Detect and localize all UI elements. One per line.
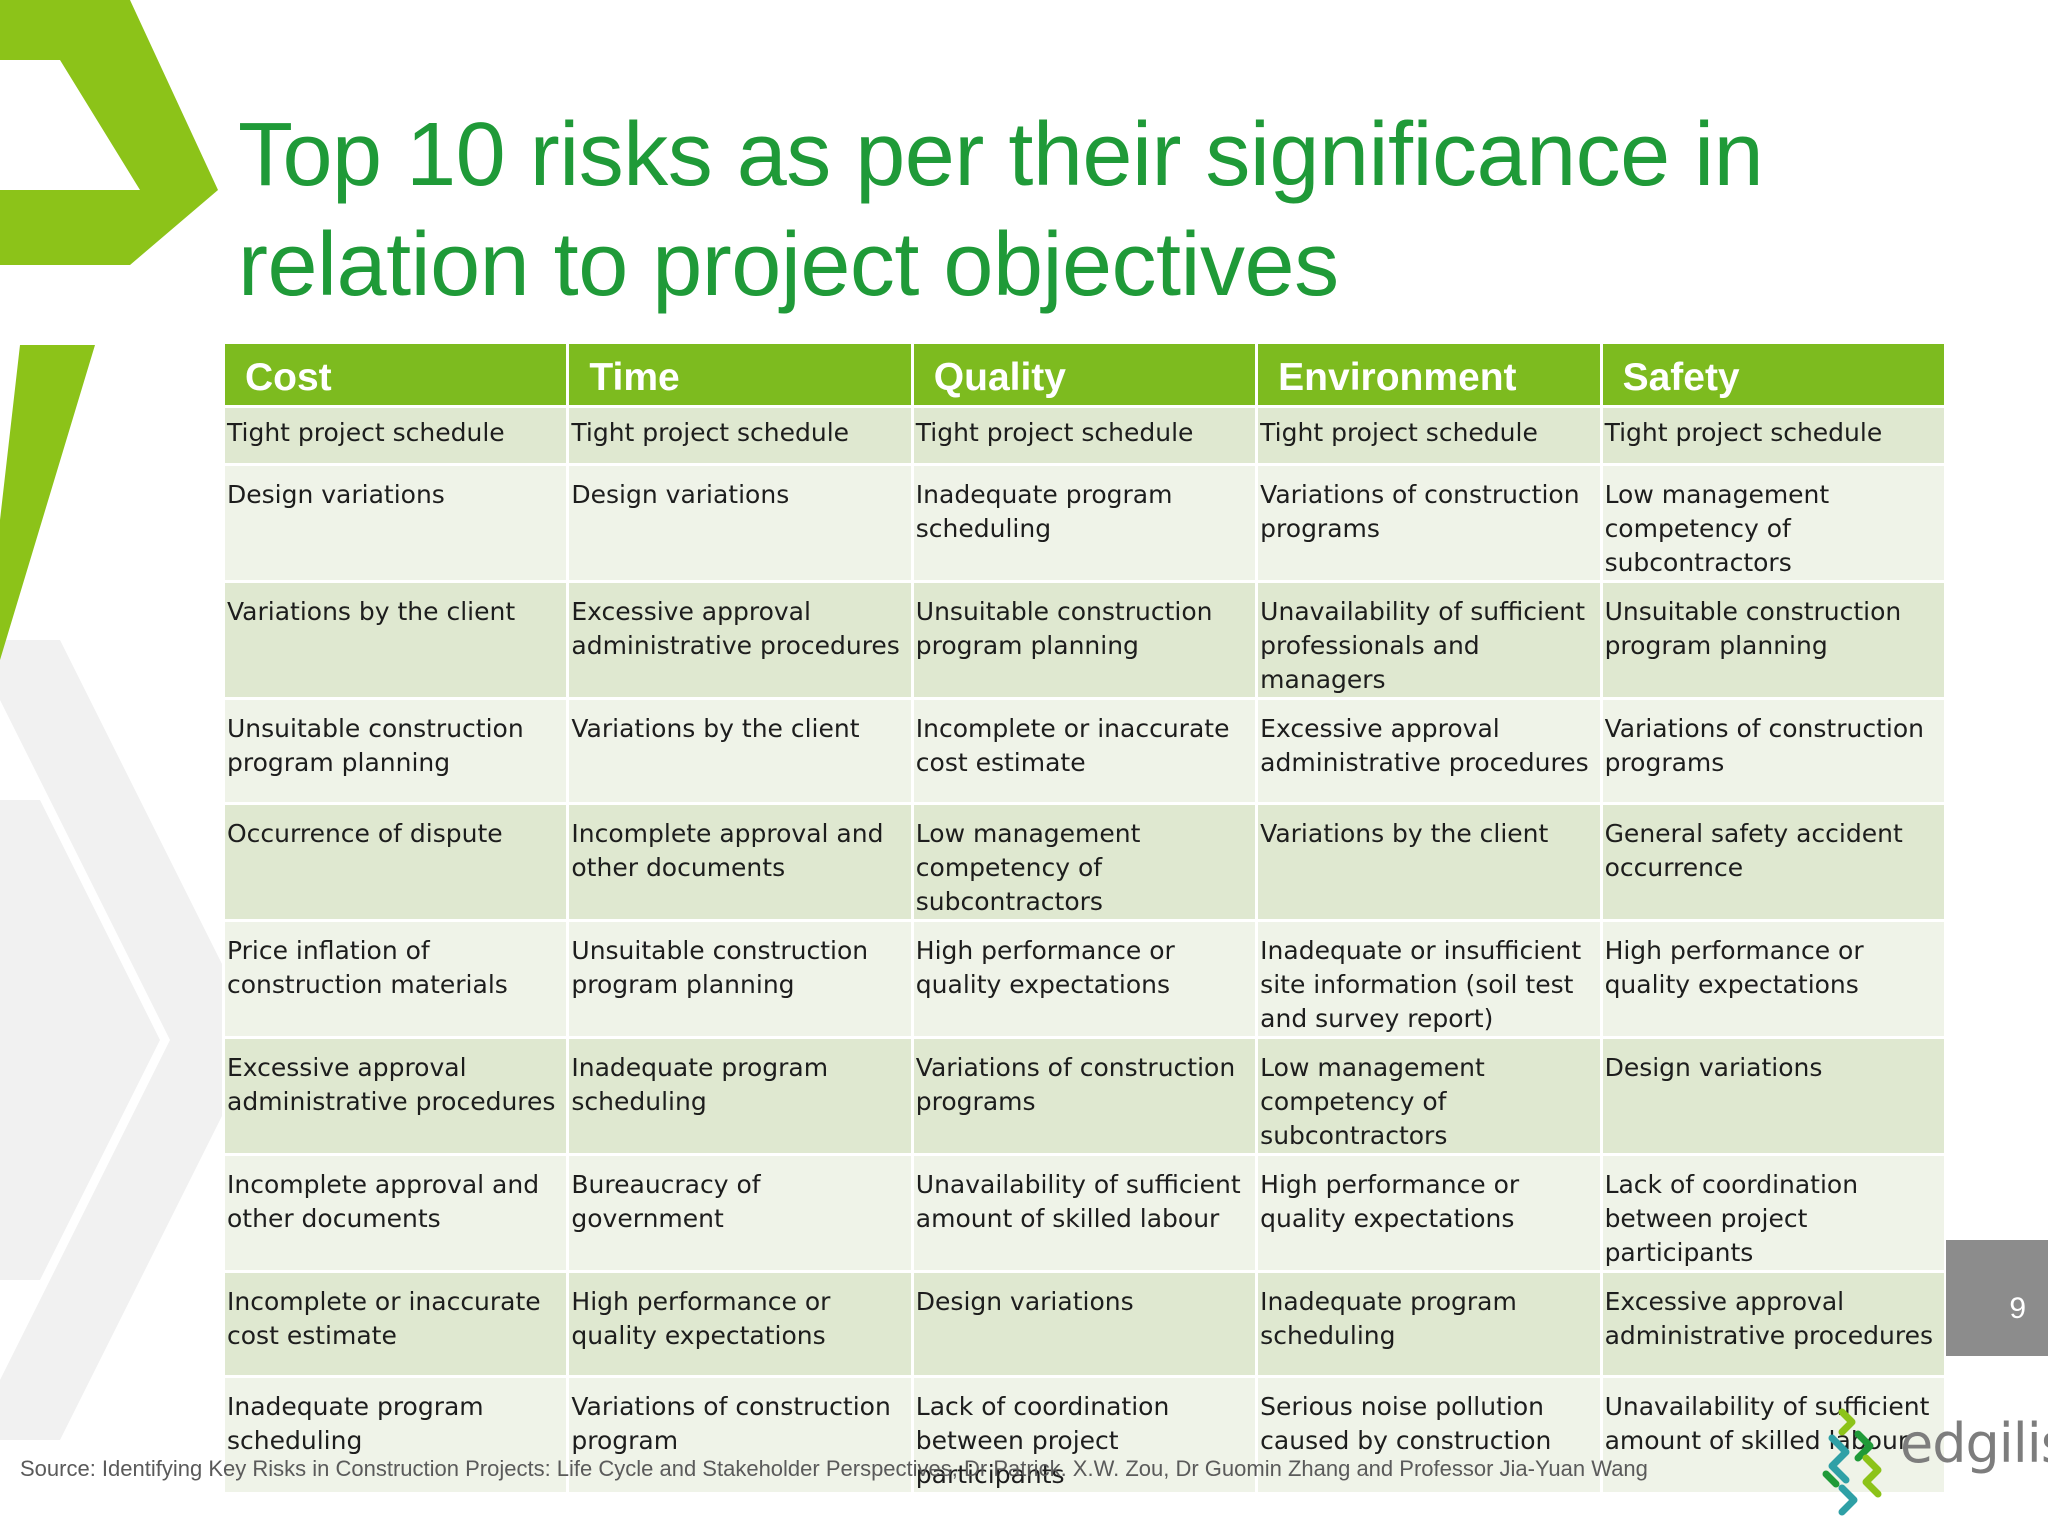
green-chevron-mid xyxy=(0,345,175,660)
table-cell: Unsuitable construction program planning xyxy=(910,580,1259,700)
table-row: Variations by the client Excessive appro… xyxy=(221,580,1947,700)
table-cell: Tight project schedule xyxy=(221,405,570,466)
table-cell: Inadequate or insufficient site informat… xyxy=(1255,919,1603,1039)
logo-text: edgilis xyxy=(1900,1412,2048,1475)
table-cell: High performance or quality expectations xyxy=(566,1270,914,1378)
table-cell: Lack of coordination between project par… xyxy=(1599,1153,1947,1273)
table-cell: General safety accident occurrence xyxy=(1599,802,1947,922)
table-cell: Serious noise pollution caused by constr… xyxy=(1255,1375,1603,1495)
table-cell: High performance or quality expectations xyxy=(910,919,1259,1039)
table-cell: Incomplete or inaccurate cost estimate xyxy=(910,697,1259,805)
table-cell: Variations by the client xyxy=(566,697,914,805)
table-cell: Inadequate program scheduling xyxy=(1255,1270,1603,1378)
table-cell: Inadequate program scheduling xyxy=(566,1036,914,1156)
table-cell: Unavailability of sufficient amount of s… xyxy=(1599,1375,1947,1495)
table-cell: Design variations xyxy=(910,1270,1259,1378)
table-cell: Unavailability of sufficient professiona… xyxy=(1255,580,1603,700)
table-row: Unsuitable construction program planning… xyxy=(221,697,1947,805)
table-cell: Lack of coordination between project par… xyxy=(910,1375,1259,1495)
table-cell: Incomplete or inaccurate cost estimate xyxy=(221,1270,570,1378)
table-cell: Variations of construction programs xyxy=(1255,463,1603,583)
table-cell: Design variations xyxy=(221,463,570,583)
table-cell: High performance or quality expectations xyxy=(1255,1153,1603,1273)
table-cell: Excessive approval administrative proced… xyxy=(566,580,914,700)
table-cell: Incomplete approval and other documents xyxy=(566,802,914,922)
table-cell: Occurrence of dispute xyxy=(221,802,570,922)
table-cell: Low management competency of subcontract… xyxy=(1599,463,1947,583)
source-citation: Source: Identifying Key Risks in Constru… xyxy=(20,1456,1648,1481)
table-row: Price inflation of construction material… xyxy=(221,919,1947,1039)
table-row: Tight project schedule Tight project sch… xyxy=(221,405,1947,466)
table-cell: High performance or quality expectations xyxy=(1599,919,1947,1039)
table-cell: Unavailability of sufficient amount of s… xyxy=(910,1153,1259,1273)
table-cell: Excessive approval administrative proced… xyxy=(221,1036,570,1156)
table-cell: Excessive approval administrative proced… xyxy=(1255,697,1603,805)
edgilis-logo: edgilis xyxy=(1820,1404,2048,1520)
table-row: Design variations Design variations Inad… xyxy=(221,463,1947,583)
edgilis-logo-icon xyxy=(1822,1408,1882,1516)
slide-title-line-1: Top 10 risks as per their significance i… xyxy=(238,105,1764,205)
table-cell: Variations of construction programs xyxy=(1599,697,1947,805)
table-row: Inadequate program scheduling Variations… xyxy=(221,1375,1947,1495)
table-cell: Incomplete approval and other documents xyxy=(221,1153,570,1273)
slide-title: Top 10 risks as per their significance i… xyxy=(238,100,1938,320)
column-header-quality: Quality xyxy=(910,341,1259,407)
column-header-cost: Cost xyxy=(221,341,570,407)
column-header-safety: Safety xyxy=(1599,341,1947,407)
background-chevrons xyxy=(0,0,260,1440)
table-cell: Low management competency of subcontract… xyxy=(1255,1036,1603,1156)
page-number: 9 xyxy=(1946,1240,2048,1356)
table-cell: Design variations xyxy=(1599,1036,1947,1156)
slide-title-line-2: relation to project objectives xyxy=(238,215,1339,315)
table-cell: Variations by the client xyxy=(221,580,570,700)
table-cell: Inadequate program scheduling xyxy=(910,463,1259,583)
table-cell: Tight project schedule xyxy=(1599,405,1947,466)
table-cell: Tight project schedule xyxy=(1255,405,1603,466)
table-row: Incomplete approval and other documents … xyxy=(221,1153,1947,1273)
table-row: Occurrence of dispute Incomplete approva… xyxy=(221,802,1947,922)
table-cell: Variations of construction program xyxy=(566,1375,914,1495)
risk-table: Cost Time Quality Environment Safety Tig… xyxy=(221,341,1947,1495)
table-cell: Low management competency of subcontract… xyxy=(910,802,1259,922)
column-header-time: Time xyxy=(566,341,914,407)
table-cell: Inadequate program scheduling xyxy=(221,1375,570,1495)
table-cell: Variations by the client xyxy=(1255,802,1603,922)
table-cell: Unsuitable construction program planning xyxy=(221,697,570,805)
table-cell: Variations of construction programs xyxy=(910,1036,1259,1156)
table-header-row: Cost Time Quality Environment Safety xyxy=(221,341,1947,407)
table-cell: Tight project schedule xyxy=(566,405,914,466)
table-cell: Excessive approval administrative proced… xyxy=(1599,1270,1947,1378)
table-cell: Tight project schedule xyxy=(910,405,1259,466)
green-chevron-top xyxy=(0,0,218,265)
column-header-environment: Environment xyxy=(1255,341,1603,407)
table-row: Excessive approval administrative proced… xyxy=(221,1036,1947,1156)
table-cell: Price inflation of construction material… xyxy=(221,919,570,1039)
table-cell: Bureaucracy of government xyxy=(566,1153,914,1273)
table-row: Incomplete or inaccurate cost estimate H… xyxy=(221,1270,1947,1378)
table-cell: Unsuitable construction program planning xyxy=(1599,580,1947,700)
table-cell: Unsuitable construction program planning xyxy=(566,919,914,1039)
table-cell: Design variations xyxy=(566,463,914,583)
